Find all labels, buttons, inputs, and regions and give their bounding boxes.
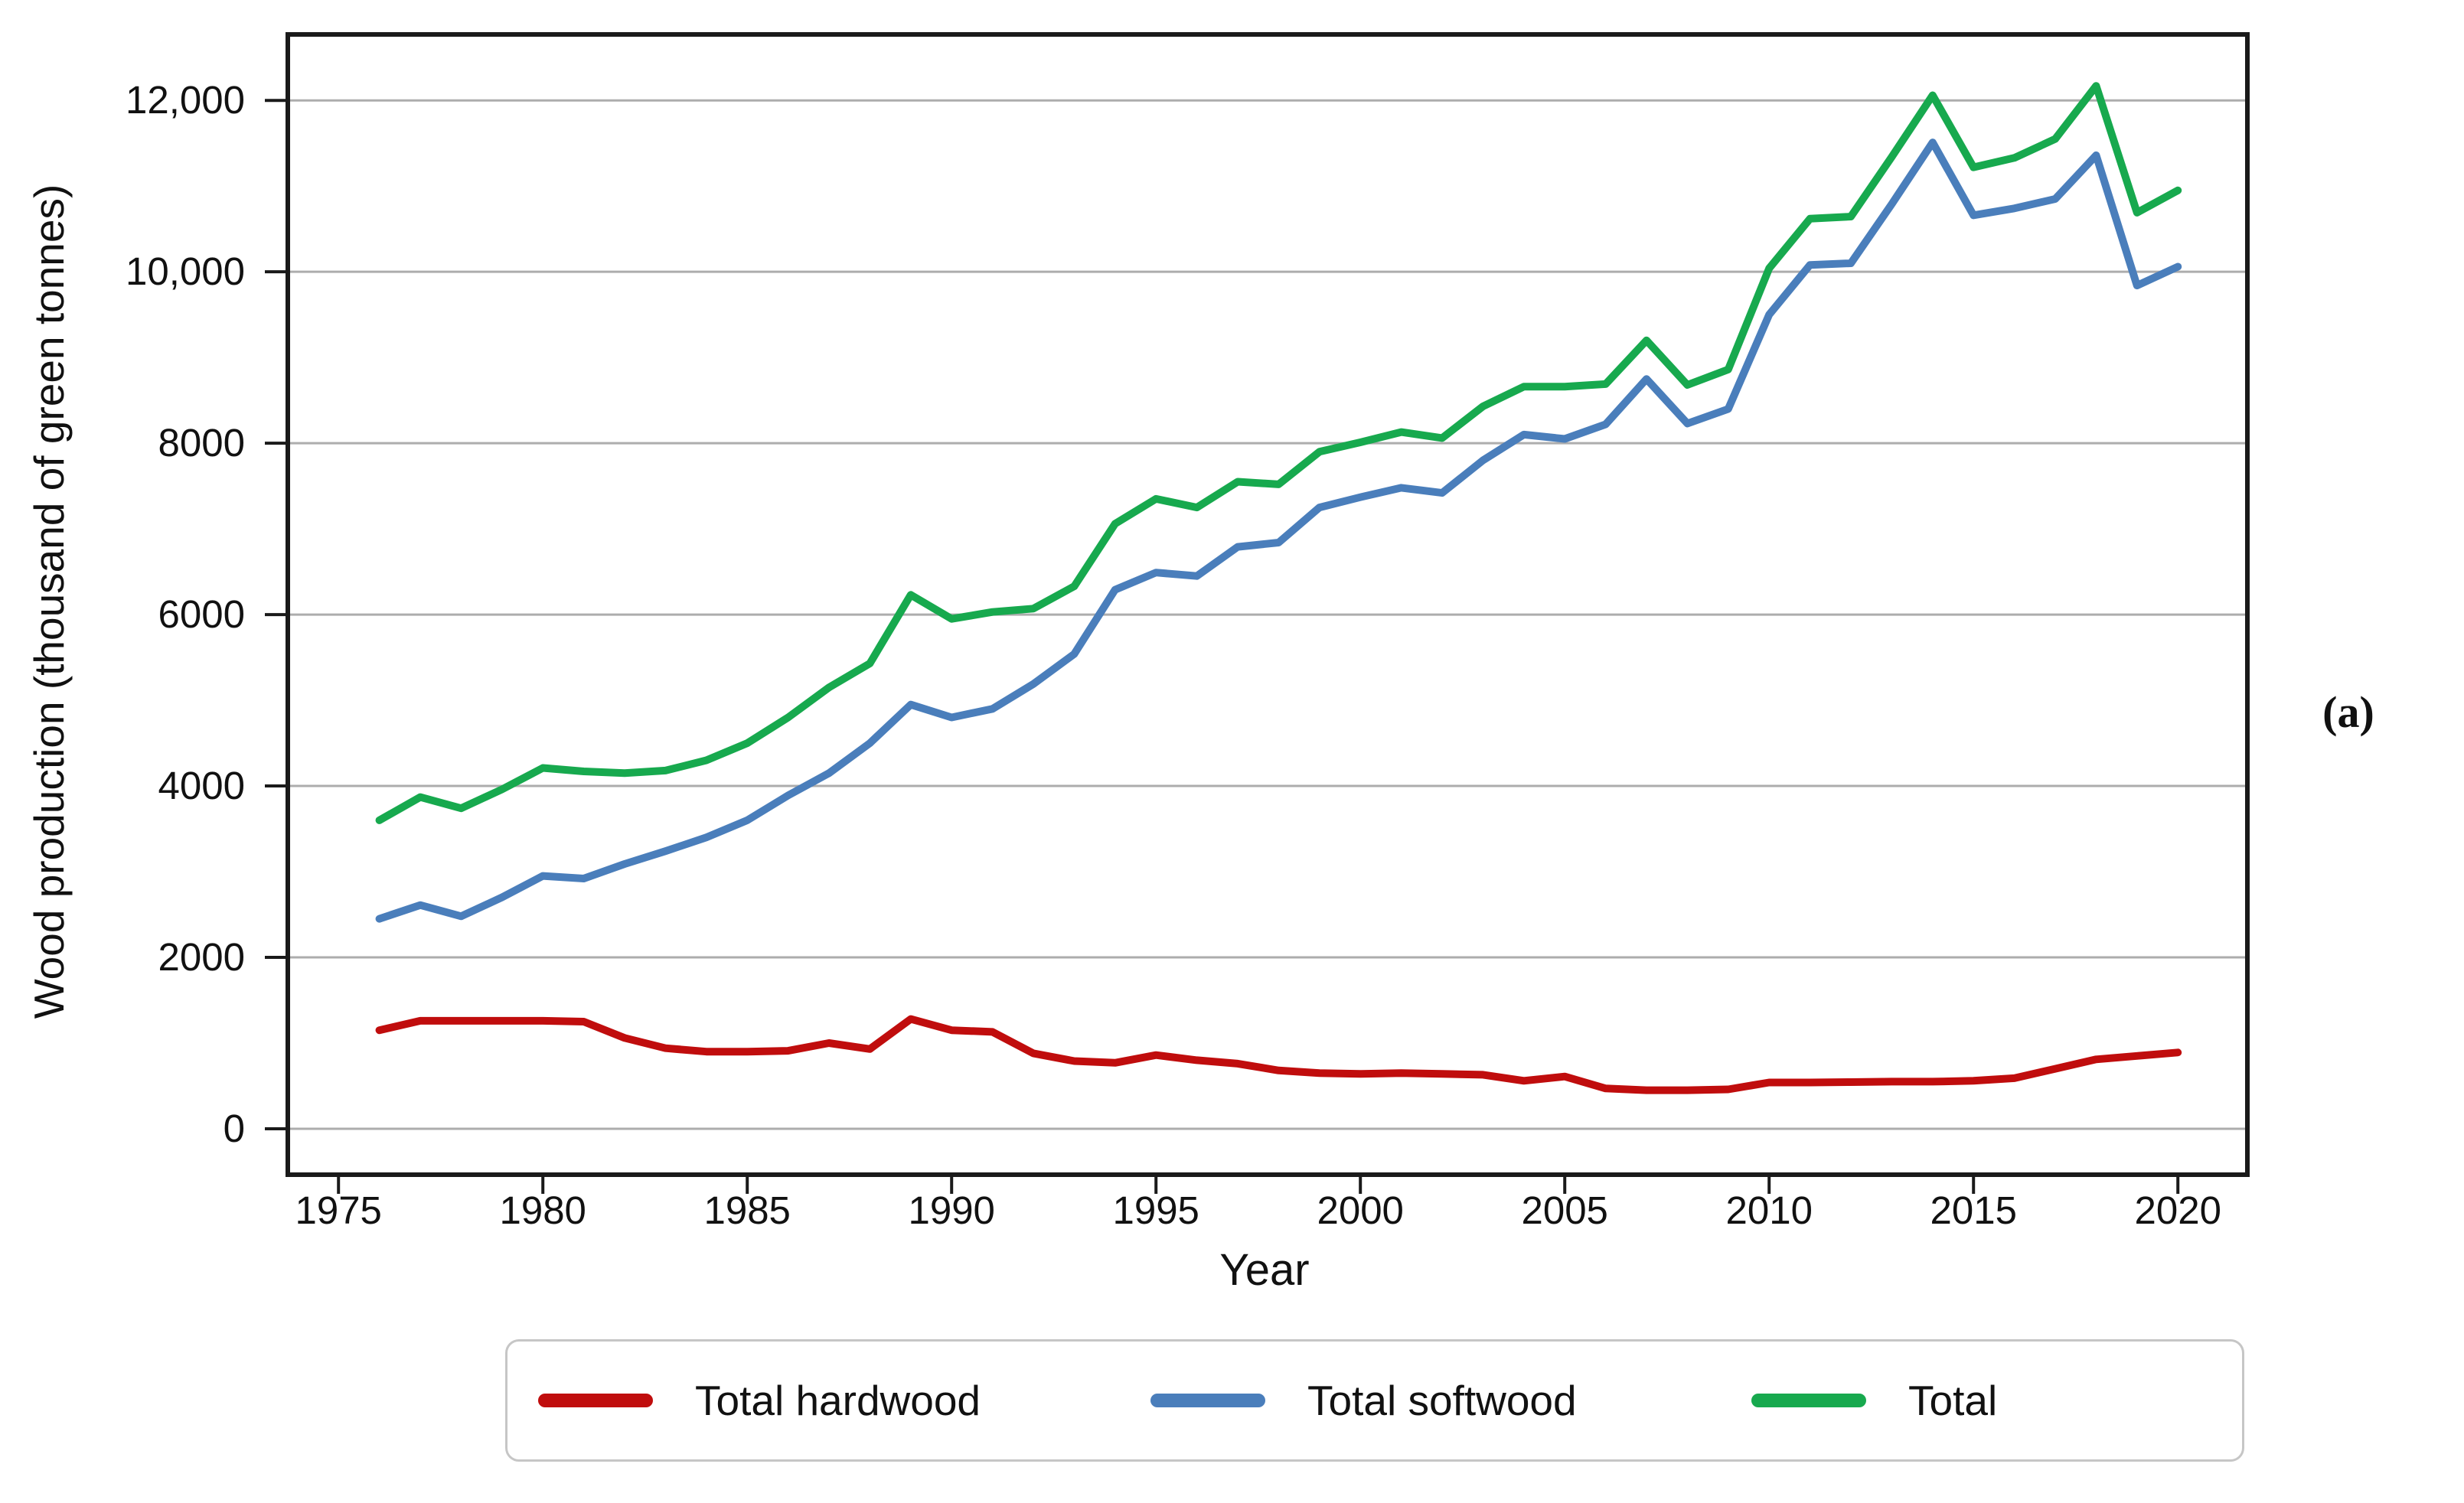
y-tick-label: 2000 [158, 935, 245, 980]
legend-label-hardwood: Total hardwood [695, 1377, 981, 1424]
line-total-hardwood [375, 1015, 2182, 1094]
y-tick-label: 10,000 [126, 249, 245, 294]
x-tick-label: 2010 [1725, 1188, 1813, 1232]
hardwood-line-swatch [538, 1394, 653, 1407]
x-tick-label: 2000 [1317, 1188, 1404, 1232]
total-line-swatch [1751, 1394, 1866, 1407]
x-tick-label: 1975 [295, 1188, 382, 1232]
line-total [375, 82, 2182, 824]
y-tick-label: 4000 [158, 764, 245, 808]
legend-entry-hardwood: Total hardwood [538, 1342, 981, 1459]
legend-label-total: Total [1908, 1377, 1998, 1424]
plot-svg [265, 32, 2250, 1194]
x-tick-label: 1980 [499, 1188, 586, 1232]
y-tick-label: 12,000 [126, 78, 245, 122]
line-total-softwood [375, 139, 2182, 923]
y-tick-label: 8000 [158, 421, 245, 465]
softwood-line-swatch [1150, 1394, 1265, 1407]
x-tick-label: 2015 [1930, 1188, 2017, 1232]
y-tick-label: 6000 [158, 592, 245, 637]
x-tick-label: 1995 [1112, 1188, 1199, 1232]
y-tick-label: 0 [223, 1106, 245, 1150]
x-axis-title: Year [1219, 1245, 1310, 1295]
legend-entry-softwood: Total softwood [1150, 1342, 1577, 1459]
x-tick-label: 2020 [2134, 1188, 2221, 1232]
x-tick-label: 1985 [703, 1188, 791, 1232]
x-tick-label: 2005 [1521, 1188, 1608, 1232]
legend-box: Total hardwood Total softwood Total [505, 1339, 2244, 1462]
legend-entry-total: Total [1751, 1342, 1997, 1459]
plot-border [286, 32, 2250, 1177]
legend-label-softwood: Total softwood [1307, 1377, 1577, 1424]
x-tick-label: 1990 [908, 1188, 995, 1232]
panel-label: (a) [2322, 687, 2374, 737]
